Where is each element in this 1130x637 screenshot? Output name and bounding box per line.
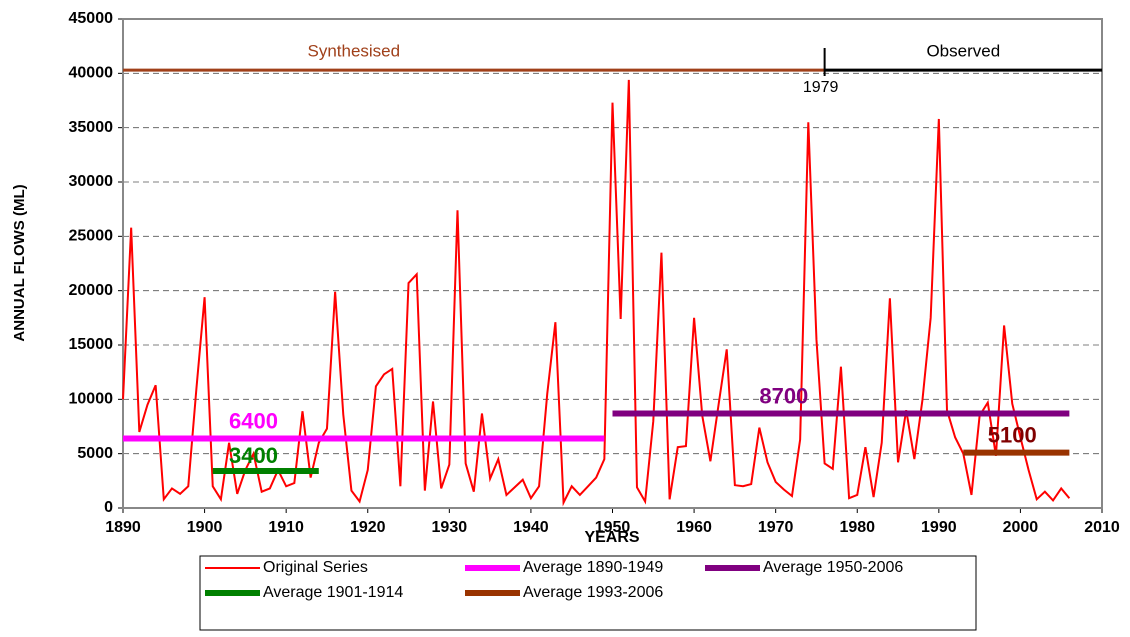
x-tick-label: 1970 <box>758 519 794 536</box>
value-label: 5100 <box>988 422 1037 447</box>
x-tick-label: 1900 <box>187 519 223 536</box>
legend-label: Average 1993-2006 <box>523 584 663 601</box>
legend-label: Average 1901-1914 <box>263 584 403 601</box>
x-tick-label: 2010 <box>1084 519 1120 536</box>
y-tick-label: 10000 <box>69 391 114 408</box>
y-tick-label: 0 <box>104 499 113 516</box>
x-tick-label: 1980 <box>839 519 875 536</box>
value-label: 6400 <box>229 408 278 433</box>
y-tick-label: 25000 <box>69 228 114 245</box>
y-tick-label: 20000 <box>69 282 114 299</box>
value-label: 3400 <box>229 443 278 468</box>
value-label: 8700 <box>759 383 808 408</box>
legend-box <box>199 555 977 631</box>
legend-label: Average 1950-2006 <box>763 559 903 576</box>
x-tick-label: 1920 <box>350 519 386 536</box>
y-tick-label: 45000 <box>69 10 114 27</box>
plot-frame <box>122 18 1103 509</box>
x-axis-label: YEARS <box>584 529 639 546</box>
x-tick-label: 1960 <box>676 519 712 536</box>
x-tick-label: 2000 <box>1003 519 1039 536</box>
x-tick-label: 1930 <box>432 519 468 536</box>
x-tick-label: 1910 <box>268 519 304 536</box>
y-tick-label: 35000 <box>69 119 114 136</box>
y-tick-label: 5000 <box>77 445 113 462</box>
y-tick-label: 30000 <box>69 173 114 190</box>
legend-label: Average 1890-1949 <box>523 559 663 576</box>
divider-label: 1979 <box>803 79 839 96</box>
legend-label: Original Series <box>263 559 368 576</box>
y-tick-label: 40000 <box>69 65 114 82</box>
x-tick-label: 1890 <box>105 519 141 536</box>
period-label: Observed <box>926 42 1000 61</box>
series-line <box>122 79 1071 507</box>
x-tick-label: 1940 <box>513 519 549 536</box>
period-label: Synthesised <box>307 42 400 61</box>
x-tick-label: 1950 <box>595 519 631 536</box>
y-tick-label: 15000 <box>69 336 114 353</box>
x-tick-label: 1990 <box>921 519 957 536</box>
y-axis-label: ANNUAL FLOWS (ML) <box>11 184 28 341</box>
